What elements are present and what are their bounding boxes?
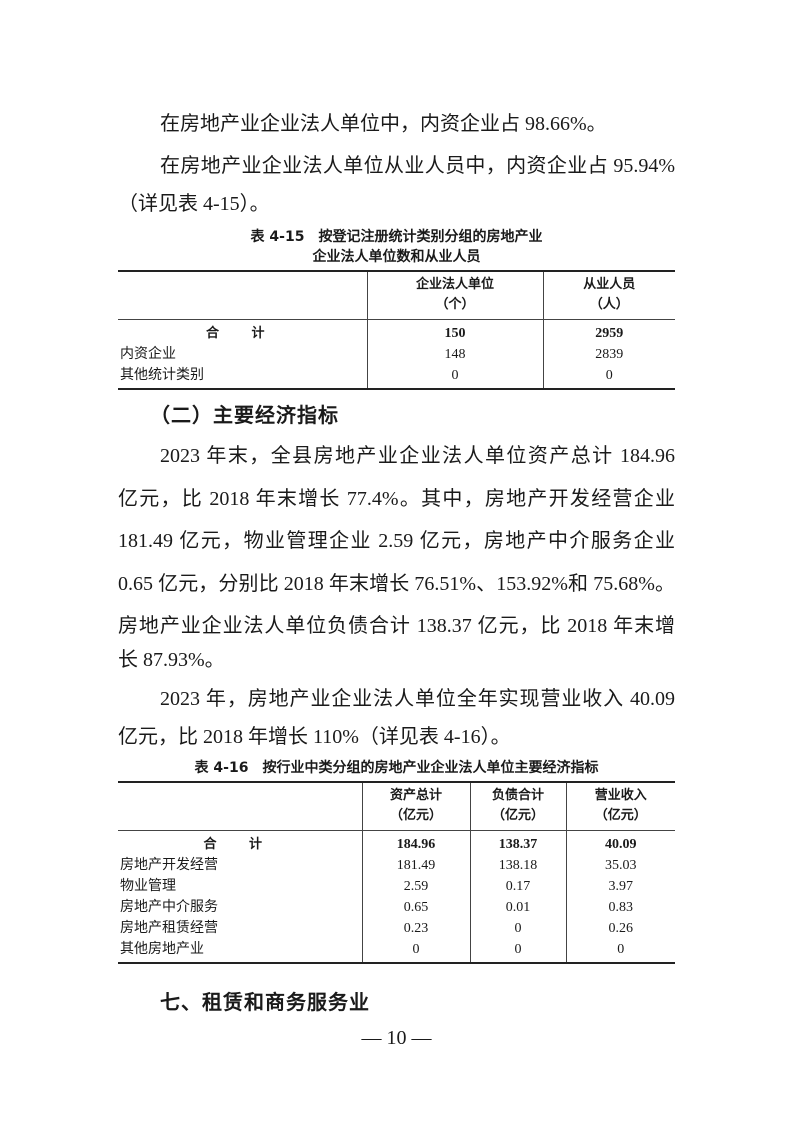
table-row: 合 计 184.96 138.37 40.09 <box>118 830 675 855</box>
column-header: 负债合计 （亿元） <box>469 781 566 831</box>
column-header: 从业人员 （人） <box>542 270 675 320</box>
table-row: 内资企业 148 2839 <box>118 344 675 365</box>
paragraph-line: 181.49 亿元，物业管理企业 2.59 亿元，房地产中介服务企业 <box>118 530 675 552</box>
paragraph-line: 亿元，比 2018 年末增长 77.4%。其中，房地产开发经营企业 <box>118 488 675 510</box>
paragraph-line: 0.65 亿元，分别比 2018 年末增长 76.51%、153.92%和 75… <box>118 573 675 595</box>
page-number: — 10 — <box>361 1027 432 1049</box>
column-header: 企业法人单位 （个） <box>366 270 543 320</box>
table-row: 房地产租赁经营 0.23 0 0.26 <box>118 918 675 939</box>
table-4-15: 企业法人单位 （个） 从业人员 （人） 合 计 150 2959 内资企业 148 2839… <box>118 270 675 390</box>
table-row: 其他房地产业 0 0 0 <box>118 939 675 964</box>
paragraph-line: 亿元，比 2018 年增长 110%（详见表 4-16）。 <box>118 726 511 748</box>
table-title: 表 4-15 按登记注册统计类别分组的房地产业 <box>250 229 543 245</box>
section-heading: （二）主要经济指标 <box>150 403 339 427</box>
table-4-16: 资产总计 （亿元） 负债合计 （亿元） 营业收入 （亿元） 合 计 184.96 138.… <box>118 781 675 964</box>
paragraph-line: 在房地产业企业法人单位中，内资企业占 98.66%。 <box>160 113 607 135</box>
table-row: 房地产中介服务 0.65 0.01 0.83 <box>118 897 675 918</box>
column-header: 营业收入 （亿元） <box>565 781 675 831</box>
paragraph-line: 在房地产业企业法人单位从业人员中，内资企业占 95.94% <box>160 155 675 177</box>
table-title: 表 4-16 按行业中类分组的房地产业企业法人单位主要经济指标 <box>194 760 599 776</box>
paragraph-line: 房地产业企业法人单位负债合计 138.37 亿元，比 2018 年末增 <box>118 615 675 637</box>
paragraph-line: 长 87.93%。 <box>118 649 225 671</box>
header-blank <box>118 270 367 320</box>
column-header: 资产总计 （亿元） <box>361 781 470 831</box>
table-row: 房地产开发经营 181.49 138.18 35.03 <box>118 855 675 876</box>
table-row: 其他统计类别 0 0 <box>118 365 675 390</box>
table-row: 合 计 150 2959 <box>118 319 675 344</box>
table-title: 企业法人单位数和从业人员 <box>312 249 481 265</box>
paragraph-line: 2023 年，房地产业企业法人单位全年实现营业收入 40.09 <box>160 688 675 710</box>
table-row: 物业管理 2.59 0.17 3.97 <box>118 876 675 897</box>
next-section-heading: 七、租赁和商务服务业 <box>160 990 370 1014</box>
header-blank <box>118 781 362 831</box>
paragraph-line: （详见表 4-15）。 <box>118 193 270 215</box>
paragraph-line: 2023 年末，全县房地产业企业法人单位资产总计 184.96 <box>160 445 675 467</box>
